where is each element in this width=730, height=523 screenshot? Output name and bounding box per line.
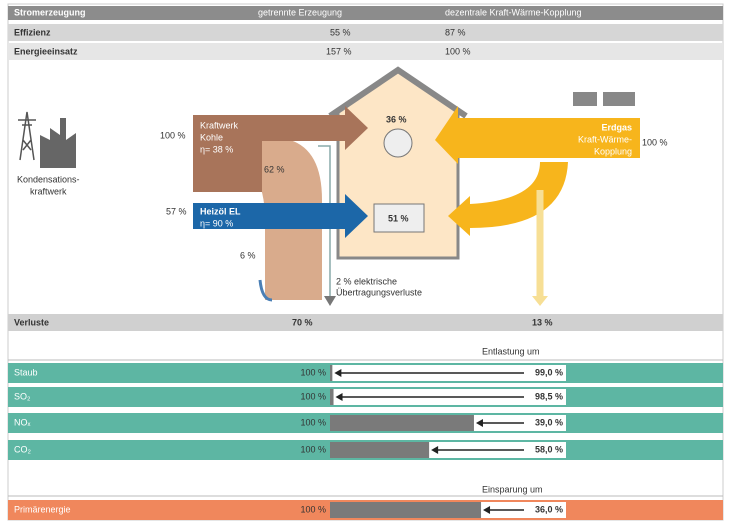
label: 100 % xyxy=(642,137,668,147)
chp-icon xyxy=(603,92,635,106)
cell: 70 % xyxy=(292,317,313,327)
header-cell: getrennte Erzeugung xyxy=(258,7,342,17)
cell: 55 % xyxy=(330,27,351,37)
cell: 157 % xyxy=(326,46,352,56)
row-bg xyxy=(8,24,723,41)
base-label: 100 % xyxy=(300,504,326,514)
chp-icon xyxy=(573,92,597,106)
page: Stromerzeugung getrennte Erzeugung dezen… xyxy=(0,0,730,523)
reduction-label: 36,0 % xyxy=(535,504,563,514)
label: 2 % elektrische xyxy=(336,276,397,286)
label: 36 % xyxy=(386,114,407,124)
label: Kopplung xyxy=(594,146,632,156)
row-label: Energieeinsatz xyxy=(14,46,78,56)
cell: 13 % xyxy=(532,317,553,327)
label: Kraftwerk xyxy=(200,120,239,130)
reduction-label: 39,0 % xyxy=(535,417,563,427)
caption: Entlastung um xyxy=(482,346,540,356)
row-label: Verluste xyxy=(14,317,49,327)
header-cell: Stromerzeugung xyxy=(14,7,86,17)
cell: 100 % xyxy=(445,46,471,56)
label: 62 % xyxy=(264,164,285,174)
label: 6 % xyxy=(240,250,256,260)
base-label: 100 % xyxy=(300,391,326,401)
row-label: NOₓ xyxy=(14,417,31,427)
label: η= 38 % xyxy=(200,144,233,154)
row-label: CO₂ xyxy=(14,444,32,454)
label: kraftwerk xyxy=(30,186,67,196)
row-label: Staub xyxy=(14,367,38,377)
cell: 87 % xyxy=(445,27,466,37)
label: Kohle xyxy=(200,132,223,142)
row-bg xyxy=(8,314,723,331)
row-label: Primärenergie xyxy=(14,504,71,514)
header-cell: dezentrale Kraft-Wärme-Kopplung xyxy=(445,7,582,17)
label: Kraft-Wärme- xyxy=(578,134,632,144)
caption: Einsparung um xyxy=(482,484,543,494)
row-bg xyxy=(8,43,723,60)
label: Heizöl EL xyxy=(200,206,241,216)
reduction-label: 58,0 % xyxy=(535,444,563,454)
label: 100 % xyxy=(160,130,186,140)
reduction-label: 98,5 % xyxy=(535,391,563,401)
label: 51 % xyxy=(388,213,409,223)
reduction-label: 99,0 % xyxy=(535,367,563,377)
header-bar xyxy=(8,6,723,20)
base-label: 100 % xyxy=(300,417,326,427)
base-label: 100 % xyxy=(300,367,326,377)
row-label: SO₂ xyxy=(14,391,31,401)
label: 57 % xyxy=(166,206,187,216)
row-label: Effizienz xyxy=(14,27,51,37)
label: Kondensations- xyxy=(17,174,80,184)
base-label: 100 % xyxy=(300,444,326,454)
socket-icon xyxy=(384,129,412,157)
label: η= 90 % xyxy=(200,218,233,228)
label: Erdgas xyxy=(601,122,632,132)
label: Übertragungsverluste xyxy=(336,287,422,297)
